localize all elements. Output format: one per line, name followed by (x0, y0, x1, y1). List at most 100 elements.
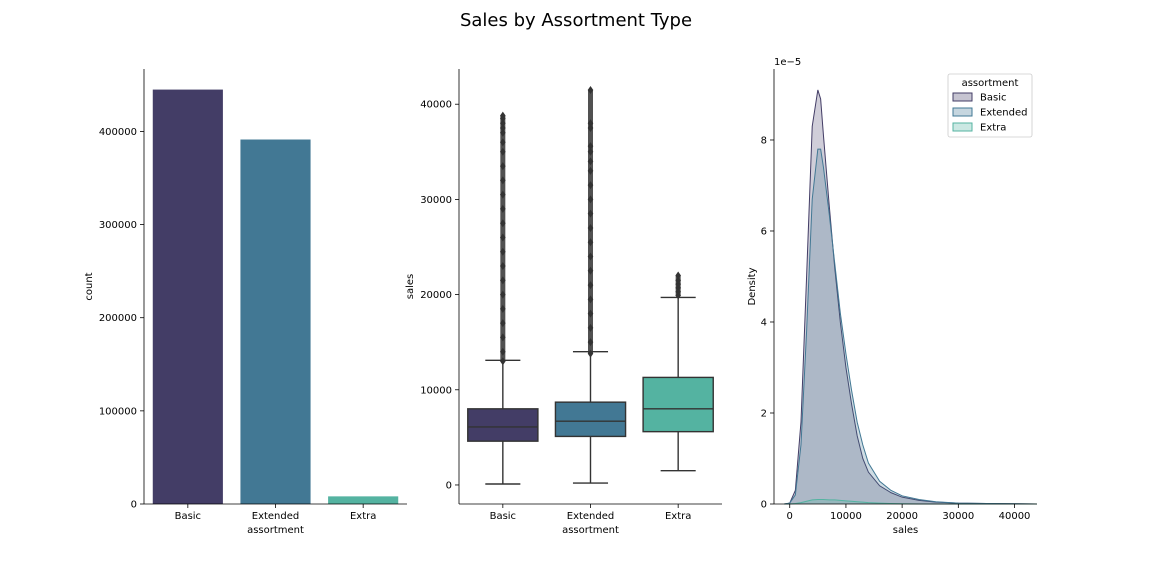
outlier-point (500, 176, 506, 185)
density-line-extended (784, 148, 1038, 505)
box-extended (554, 85, 627, 484)
x-axis-label: assortment (562, 525, 619, 536)
y-tick-label: 0 (131, 500, 137, 511)
legend-swatch-extra (952, 122, 973, 132)
outlier-point (587, 209, 594, 218)
legend-title: assortment (962, 78, 1019, 89)
y-tick-label: 400000 (99, 127, 137, 138)
outlier-point (587, 195, 594, 204)
outlier-point (587, 181, 594, 190)
outlier-point (500, 219, 506, 228)
density-area-extended (784, 149, 1037, 504)
x-tick-label: 10000 (830, 511, 862, 522)
outlier-point (500, 119, 506, 128)
x-tick-label: Basic (175, 511, 201, 522)
y-tick-label: 200000 (99, 313, 137, 324)
x-tick-label: Extended (252, 511, 300, 522)
box-extra (642, 271, 714, 472)
box-iqr (554, 401, 627, 438)
y-tick-label: 4 (761, 317, 767, 328)
outlier-point (500, 333, 506, 342)
box-basic (467, 111, 539, 485)
figure-title: Sales by Assortment Type (460, 10, 692, 31)
outlier-point (500, 124, 506, 133)
bar-extended (240, 139, 311, 504)
density-area-extra (784, 499, 1037, 504)
density-area-basic (784, 89, 1037, 504)
outlier-point (587, 223, 594, 232)
outlier-point (500, 247, 506, 256)
outlier-point (587, 309, 594, 318)
legend: assortment Basic Extended Extra (947, 73, 1033, 138)
outlier-point (587, 124, 594, 133)
outlier-point (500, 347, 506, 356)
x-axis-label: assortment (247, 525, 304, 536)
outlier-point (587, 295, 594, 304)
x-axis-label: sales (893, 525, 918, 536)
y-axis-label: count (84, 272, 95, 300)
y-axis-label: Density (747, 267, 758, 305)
y-offset-text: 1e−5 (774, 57, 801, 68)
outlier-point (587, 238, 594, 247)
count-bar-chart: Basic Extended Extra 0 100000 200000 300000 400… (84, 69, 407, 536)
outlier-point (500, 128, 506, 137)
y-tick-label: 30000 (420, 195, 452, 206)
outlier-point (675, 271, 681, 280)
outlier-point (587, 338, 594, 347)
outlier-point (675, 276, 681, 285)
outlier-point (587, 85, 594, 94)
x-tick-label: 20000 (886, 511, 918, 522)
y-tick-label: 100000 (99, 406, 137, 417)
outlier-point (500, 357, 506, 366)
outlier-point (500, 319, 506, 328)
outlier-point (587, 323, 594, 332)
sales-density-plot: 0 10000 20000 30000 40000 0 2 4 6 8 1e−5 sales Densi… (747, 57, 1038, 536)
x-tick-label: Extra (665, 511, 691, 522)
x-tick-label: 0 (787, 511, 793, 522)
outlier-point (587, 166, 594, 175)
outlier-point (500, 276, 506, 285)
x-tick-label: Extra (350, 511, 376, 522)
y-tick-label: 0 (761, 500, 767, 511)
box-iqr (467, 408, 539, 442)
outlier-point (587, 266, 594, 275)
bar-basic (152, 89, 223, 504)
y-tick-label: 2 (761, 408, 767, 419)
y-axis-label: sales (405, 274, 416, 299)
sales-box-plot: Basic Extended Extra 0 10000 20000 30000 40000 a… (405, 69, 722, 536)
outlier-point (500, 304, 506, 313)
y-tick-label: 10000 (420, 385, 452, 396)
y-tick-label: 300000 (99, 220, 137, 231)
outlier-point (500, 204, 506, 213)
outlier-point (587, 142, 594, 151)
outlier-point (500, 290, 506, 299)
y-tick-label: 8 (761, 135, 767, 146)
outlier-point (500, 190, 506, 199)
bar-extra (328, 496, 399, 504)
x-tick-label: 40000 (999, 511, 1031, 522)
outlier-point (587, 349, 594, 358)
outlier-point (500, 111, 506, 120)
outlier-point (500, 147, 506, 156)
y-tick-label: 6 (761, 226, 767, 237)
outlier-point (500, 262, 506, 271)
outlier-point (587, 157, 594, 166)
box-iqr (642, 376, 714, 433)
x-tick-label: Extended (567, 511, 615, 522)
legend-swatch-basic (952, 92, 973, 102)
outlier-point (587, 252, 594, 261)
outlier-point (587, 281, 594, 290)
outlier-point (500, 138, 506, 147)
legend-frame (947, 73, 1033, 138)
outlier-band (588, 89, 593, 354)
y-tick-label: 20000 (420, 290, 452, 301)
outlier-point (587, 119, 594, 128)
x-tick-label: Basic (490, 511, 516, 522)
y-tick-label: 0 (446, 480, 452, 491)
density-line-basic (784, 89, 1038, 505)
outlier-point (500, 162, 506, 171)
legend-swatch-extended (952, 107, 973, 117)
y-tick-label: 40000 (420, 100, 452, 111)
outlier-point (587, 147, 594, 156)
